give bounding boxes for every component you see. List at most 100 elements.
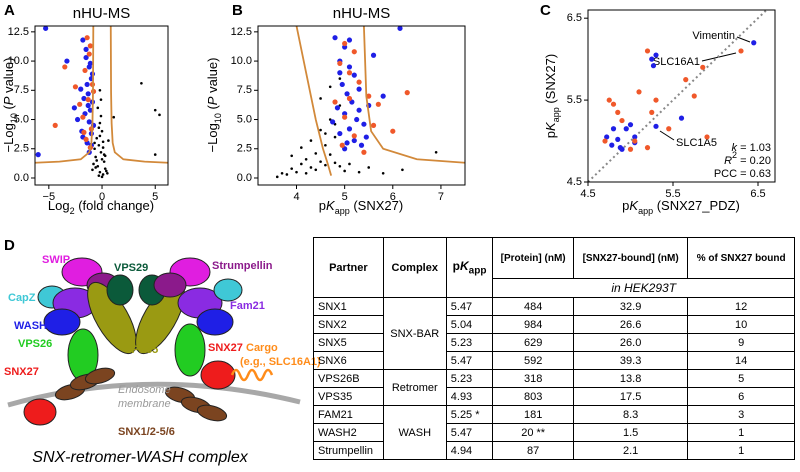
table-cell: 3: [687, 405, 795, 424]
point: [82, 67, 88, 74]
point: [104, 169, 108, 173]
point: [358, 142, 365, 148]
panel-letter: C: [540, 2, 551, 19]
header-cell: % of SNX27 bound: [687, 237, 795, 279]
point: [330, 119, 336, 125]
point: [381, 172, 385, 175]
table-cell: 592: [492, 351, 574, 370]
point: [636, 89, 642, 95]
point: [83, 54, 89, 61]
point: [84, 35, 90, 41]
y-axis-label: −Log10 (P value): [1, 58, 19, 153]
point: [280, 172, 284, 175]
diagram-caption: SNX-retromer-WASH complex: [32, 449, 248, 466]
diagram-label: VPS26: [18, 338, 52, 350]
point: [351, 137, 357, 144]
point: [619, 117, 625, 124]
protein-shape: [174, 323, 206, 377]
point: [93, 147, 96, 151]
point: [356, 107, 362, 113]
threshold-curve: [35, 26, 95, 164]
annotation: Vimentin: [692, 30, 735, 42]
y-tick-label: 5.0: [237, 113, 252, 125]
point: [346, 70, 353, 76]
table-cell: 984: [492, 315, 574, 334]
table-cell: WASH: [382, 405, 447, 460]
diagram-label: Strumpellin: [212, 260, 273, 272]
point: [309, 166, 313, 169]
diagram-label: CapZ: [8, 292, 36, 304]
point: [290, 154, 293, 158]
x-tick-label: 4.5: [580, 188, 595, 200]
point: [333, 135, 337, 139]
point: [81, 95, 87, 102]
point: [615, 136, 621, 143]
header-cell: [SNX27-bound] (nM): [572, 237, 689, 279]
table-cell: 5.04: [445, 315, 494, 334]
header-text: app: [468, 265, 487, 277]
table-row: FAM21 WASH 5.25 * 181 8.3 3: [313, 405, 795, 460]
point: [93, 141, 96, 145]
point: [314, 152, 318, 155]
diagram-label: VPS29: [114, 262, 148, 274]
x-axis-label: pKapp (SNX27): [319, 198, 403, 216]
y-tick-label: 4.5: [567, 176, 582, 188]
table-cell: 20 **: [492, 423, 574, 442]
table-cell: 13.8: [572, 369, 689, 388]
point: [337, 60, 343, 67]
plot-area: [35, 26, 168, 179]
table-cell: SNX2: [313, 315, 384, 334]
point: [609, 142, 615, 148]
point: [97, 143, 101, 147]
point: [102, 160, 106, 163]
point: [62, 64, 68, 70]
point: [300, 162, 303, 166]
threshold-curve: [109, 26, 168, 164]
table-cell: 12: [687, 297, 795, 316]
point: [338, 164, 342, 168]
point: [52, 122, 58, 128]
table-cell: 32.9: [572, 297, 689, 316]
axes-frame: [34, 25, 169, 186]
table-cell: 17.5: [572, 387, 689, 406]
y-tick-label: 6.5: [567, 12, 582, 24]
cargo-shape: [230, 368, 274, 382]
point: [338, 77, 342, 80]
point: [354, 116, 360, 123]
table-cell: 5.47: [445, 351, 494, 370]
point: [100, 157, 104, 161]
x-tick-label: 5: [342, 191, 348, 203]
point: [351, 133, 357, 139]
table-cell: 1.5: [572, 423, 689, 442]
point: [691, 93, 697, 99]
point: [344, 91, 350, 97]
point: [153, 108, 157, 112]
point: [107, 139, 110, 142]
point: [380, 93, 386, 99]
point: [610, 126, 617, 132]
table-cell: 87: [492, 441, 574, 460]
point: [85, 91, 91, 97]
diagram-label: SNX27: [208, 342, 243, 354]
diagram-label: SNX27: [4, 366, 39, 378]
stat-text: PCC = 0.63: [714, 168, 771, 180]
point: [678, 115, 685, 121]
table-cell: 318: [492, 369, 574, 388]
diagram-label: SWIP: [42, 254, 70, 266]
table-cell: WASH2: [313, 423, 384, 442]
x-tick-label: 0: [99, 191, 105, 203]
x-axis-label: pKapp (SNX27_PDZ): [622, 198, 740, 216]
point: [615, 109, 621, 115]
plot-area: [275, 26, 465, 179]
point: [285, 173, 289, 176]
point: [328, 85, 332, 89]
x-axis-label: Log2 (fold change): [48, 198, 154, 216]
point: [334, 105, 341, 111]
table-cell: VPS26B: [313, 369, 384, 388]
y-tick-label: 0.0: [237, 172, 252, 184]
point: [96, 106, 100, 110]
panel-letter: B: [232, 2, 243, 19]
x-tick-label: 5: [152, 191, 158, 203]
point: [332, 35, 338, 41]
protein-shape: [43, 308, 81, 336]
